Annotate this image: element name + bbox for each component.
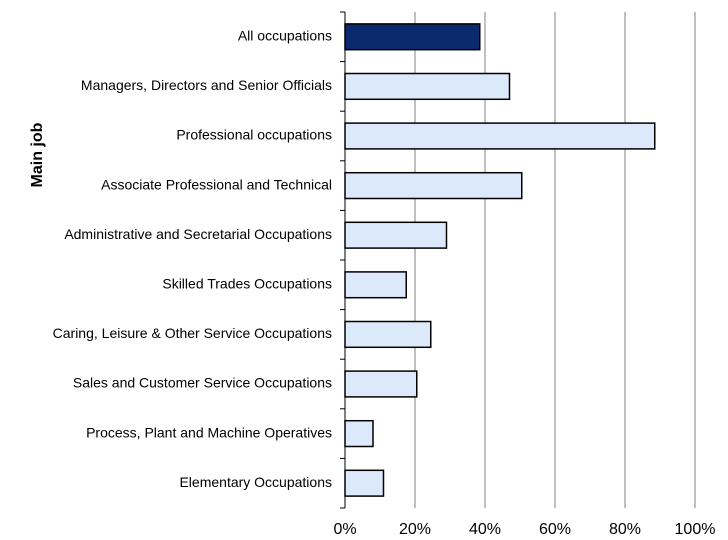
bar [344, 370, 418, 398]
bar [344, 122, 656, 150]
bar [344, 271, 407, 299]
bar [344, 221, 448, 249]
y-tick-label: Administrative and Secretarial Occupatio… [64, 226, 332, 242]
y-tick-label: Caring, Leisure & Other Service Occupati… [53, 325, 332, 341]
y-tick-label: Skilled Trades Occupations [162, 276, 332, 292]
y-tick-label: Sales and Customer Service Occupations [73, 375, 332, 391]
bar [344, 469, 385, 497]
bar [344, 171, 523, 200]
bar [344, 23, 481, 51]
bar [344, 320, 432, 349]
bar [344, 419, 374, 448]
y-tick-label: Professional occupations [176, 127, 332, 143]
x-tick-label: 20% [399, 521, 431, 538]
x-tick-label: 100% [675, 521, 716, 538]
bar [344, 72, 511, 101]
y-tick-label: Associate Professional and Technical [101, 176, 332, 192]
y-tick-label: Elementary Occupations [179, 474, 332, 490]
y-tick-label: Process, Plant and Machine Operatives [86, 424, 332, 440]
y-tick-label: All occupations [238, 28, 332, 44]
y-tick-label: Managers, Directors and Senior Officials [81, 77, 332, 93]
y-axis-label: Main job [29, 122, 46, 187]
x-tick-label: 40% [469, 521, 501, 538]
x-tick-label: 80% [609, 521, 641, 538]
x-tick-label: 60% [539, 521, 571, 538]
x-tick-label: 0% [333, 521, 356, 538]
